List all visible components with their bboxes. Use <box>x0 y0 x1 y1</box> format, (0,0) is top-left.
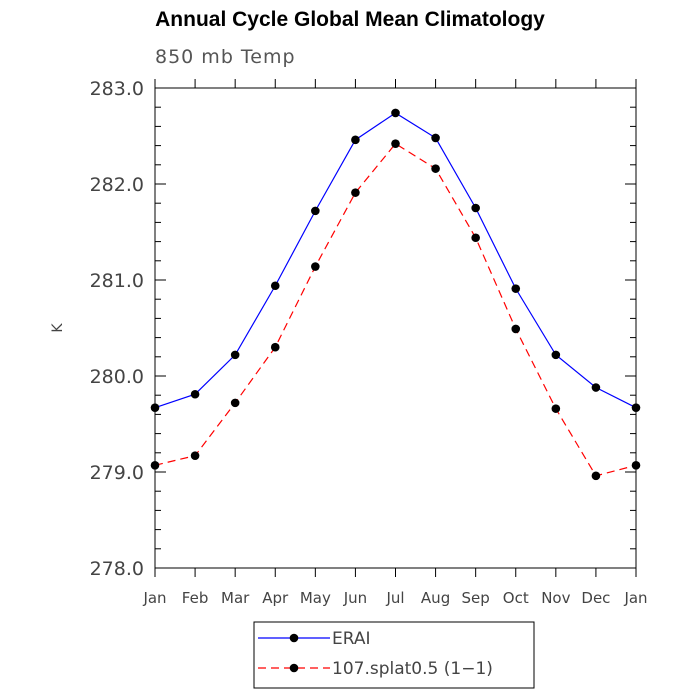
data-point <box>230 350 240 360</box>
data-point <box>190 451 200 460</box>
legend-marker <box>289 663 299 673</box>
x-tick-label: Feb <box>182 589 209 607</box>
data-point <box>391 108 400 118</box>
x-tick-label: Sep <box>462 589 490 607</box>
data-point <box>230 398 240 408</box>
data-point <box>351 135 360 145</box>
legend-box <box>253 621 535 689</box>
data-point <box>190 389 200 399</box>
data-point <box>311 206 320 216</box>
data-point <box>391 139 400 148</box>
x-tick-label: Jun <box>343 589 367 607</box>
data-point <box>311 262 320 271</box>
legend-marker <box>289 633 299 643</box>
y-tick-label: 278.0 <box>90 558 144 580</box>
x-tick-label: Aug <box>421 589 450 607</box>
data-point <box>551 404 561 413</box>
data-point <box>150 403 160 412</box>
series-line-1 <box>154 142 637 477</box>
y-tick-label: 282.0 <box>90 174 144 196</box>
y-tick-label: 281.0 <box>90 270 144 292</box>
data-point <box>511 324 521 334</box>
legend-label: ERAI <box>332 629 371 649</box>
data-point <box>431 164 440 173</box>
chart-title: Annual Cycle Global Mean Climatology <box>155 8 545 31</box>
chart-subtitle: 850 mb Temp <box>155 46 296 68</box>
data-point <box>631 460 641 470</box>
y-tick-label: 283.0 <box>90 78 144 100</box>
plot-frame <box>154 87 637 569</box>
data-point <box>431 133 440 143</box>
y-tick-label: 280.0 <box>90 366 144 388</box>
data-point <box>150 460 160 470</box>
y-axis-label: K <box>50 323 66 333</box>
data-point <box>270 281 280 291</box>
data-point <box>471 203 480 213</box>
data-point <box>591 383 601 392</box>
data-point <box>351 188 360 197</box>
data-point <box>631 403 641 412</box>
series-line-0 <box>154 112 637 409</box>
x-tick-label: Nov <box>541 589 570 607</box>
data-point <box>591 471 601 481</box>
x-tick-label: Apr <box>262 589 289 607</box>
y-tick-label: 279.0 <box>90 462 144 484</box>
x-tick-label: Jan <box>142 589 166 607</box>
x-tick-label: Oct <box>503 589 529 607</box>
x-tick-label: Jan <box>623 589 647 607</box>
legend-label: 107.splat0.5 (1−1) <box>332 659 493 679</box>
data-point <box>471 233 480 243</box>
x-tick-label: Dec <box>581 589 610 607</box>
x-tick-label: Jul <box>385 589 404 607</box>
data-point <box>511 284 521 293</box>
x-tick-label: Mar <box>221 589 250 607</box>
data-point <box>270 342 280 352</box>
data-point <box>551 350 561 360</box>
x-tick-label: May <box>300 589 331 607</box>
